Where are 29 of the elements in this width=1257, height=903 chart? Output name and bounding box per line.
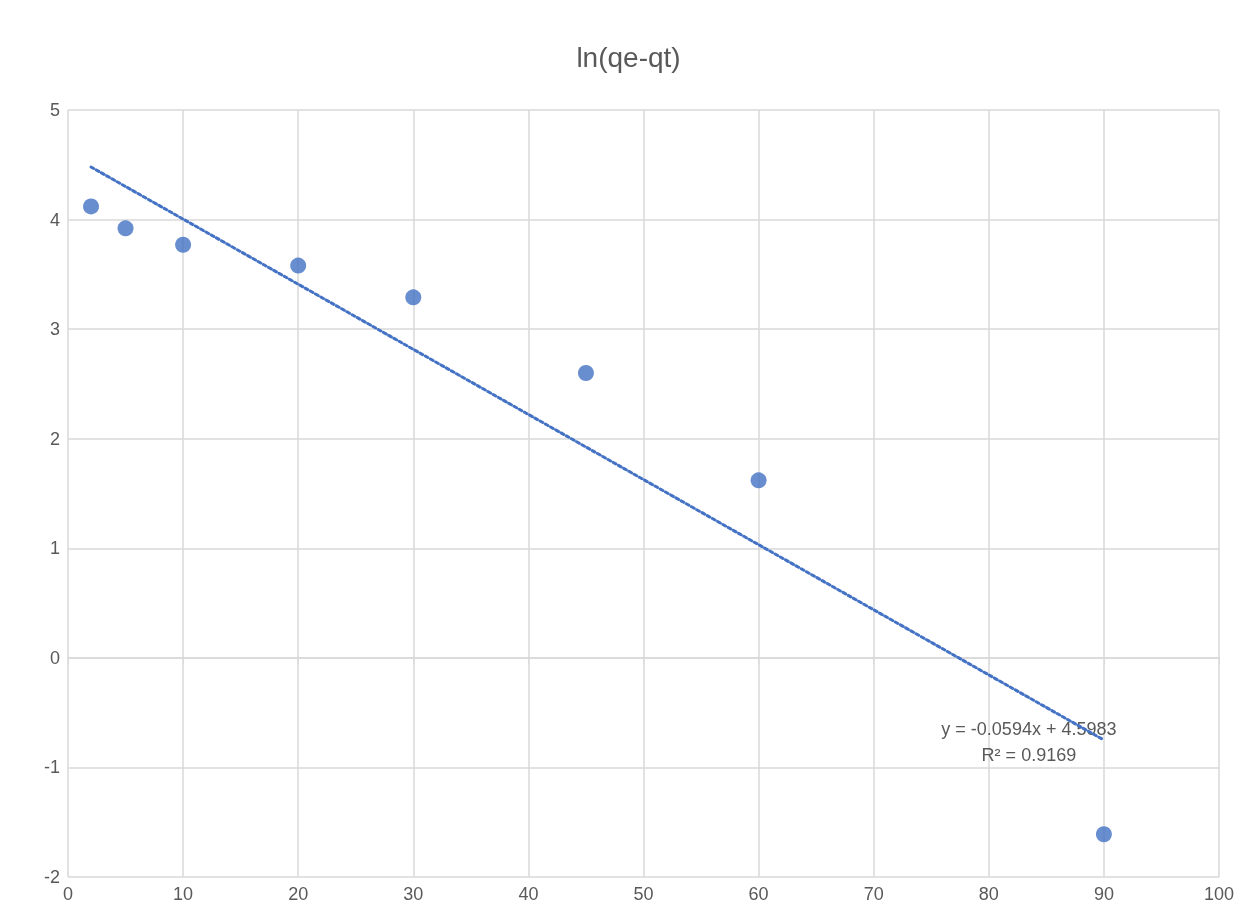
point — [290, 257, 307, 274]
x-tick-label: 60 — [748, 884, 769, 903]
y-tick-label: -2 — [43, 867, 60, 887]
annotation: R² = 0.9169 — [981, 745, 1077, 766]
x-tick-label: 20 — [288, 884, 309, 903]
point — [577, 364, 594, 381]
x-tick-label: 100 — [1203, 884, 1235, 903]
x-tick-label: 80 — [978, 884, 999, 903]
y-tick-label: 1 — [49, 538, 60, 559]
x-tick-label: 10 — [173, 884, 194, 903]
x-tick-label: 40 — [518, 884, 539, 903]
x-tick-label: 50 — [633, 884, 654, 903]
point — [1095, 826, 1112, 843]
y-tick-label: -1 — [43, 757, 60, 778]
point — [175, 236, 192, 253]
y-tick-label: 2 — [49, 428, 60, 449]
point — [117, 220, 134, 237]
point — [750, 472, 767, 489]
x-tick-label: 90 — [1093, 884, 1114, 903]
x-tick-label: 0 — [62, 884, 74, 903]
x-tick-label: 30 — [403, 884, 424, 903]
point — [83, 198, 100, 215]
y-tick-label: 3 — [49, 319, 60, 340]
point — [405, 289, 422, 306]
y-tick-label: 0 — [49, 647, 60, 668]
y-tick-label: 5 — [49, 100, 60, 120]
x-tick-label: 70 — [863, 884, 884, 903]
y-tick-label: 4 — [49, 209, 60, 230]
chart-title: ln(qe-qt) — [576, 41, 681, 73]
